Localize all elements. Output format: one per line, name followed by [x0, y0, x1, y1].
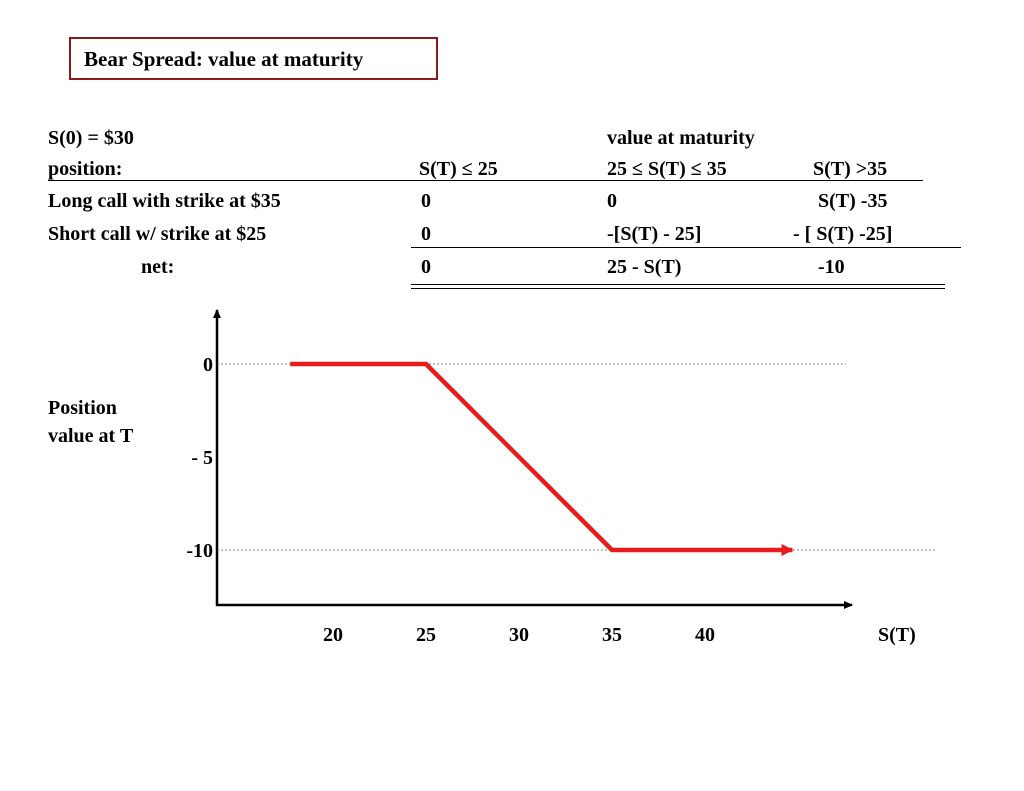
- y-tick-label: -10: [186, 540, 213, 562]
- row-short-call-c3: - [ S(T) -25]: [793, 223, 893, 245]
- total-double-rule-top: [411, 284, 945, 285]
- row-net-label: net:: [141, 256, 175, 278]
- row-short-call-label: Short call w/ strike at $25: [48, 223, 267, 245]
- row-long-call-c3: S(T) -35: [818, 190, 888, 212]
- payoff-line: [290, 361, 794, 556]
- row-long-call-label: Long call with strike at $35: [48, 190, 281, 212]
- row-short-call-c2: -[S(T) - 25]: [607, 223, 702, 245]
- y-axis-label-line2: value at T: [48, 425, 134, 447]
- row-divider: [411, 247, 961, 248]
- row-net-c2: 25 - S(T): [607, 256, 682, 278]
- col3-header: S(T) >35: [813, 158, 888, 180]
- header-underline: [48, 180, 923, 181]
- page-title: Bear Spread: value at maturity: [84, 47, 364, 71]
- row-long-call-c2: 0: [607, 190, 617, 212]
- y-axis-label-line1: Position: [48, 397, 117, 419]
- row-net-c3: -10: [818, 256, 845, 278]
- x-tick-label: 30: [509, 624, 529, 646]
- x-tick-label: 40: [695, 624, 715, 646]
- position-label: position:: [48, 158, 123, 180]
- x-tick-label: 20: [323, 624, 343, 646]
- row-short-call-c1: 0: [421, 223, 431, 245]
- total-double-rule-bottom: [411, 288, 945, 289]
- col2-header: 25 ≤ S(T) ≤ 35: [607, 158, 727, 180]
- x-axis-label: S(T): [878, 624, 916, 646]
- x-tick-label: 35: [602, 624, 622, 646]
- y-tick-label: 0: [203, 354, 213, 376]
- value-at-maturity-header: value at maturity: [607, 127, 755, 149]
- x-tick-label: 25: [416, 624, 436, 646]
- row-long-call-c1: 0: [421, 190, 431, 212]
- s0-label: S(0) = $30: [48, 127, 134, 149]
- col1-header: S(T) ≤ 25: [419, 158, 498, 180]
- title-box: [69, 37, 438, 80]
- y-tick-label: - 5: [191, 447, 213, 469]
- row-net-c1: 0: [421, 256, 431, 278]
